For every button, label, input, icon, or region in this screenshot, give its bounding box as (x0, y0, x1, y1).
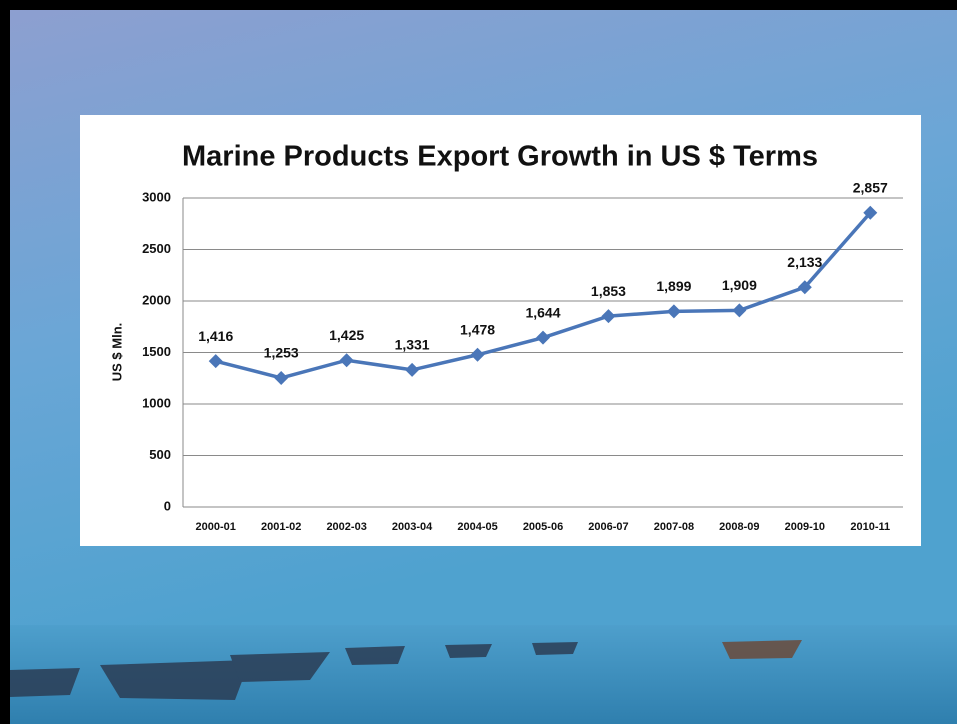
point (208, 354, 223, 369)
x-tick-label: 2000-01 (196, 521, 236, 533)
y-tick-label: 0 (164, 498, 171, 513)
x-tick-label: 2003-04 (392, 521, 433, 533)
x-tick-label: 2004-05 (457, 521, 497, 533)
data-label: 1,478 (460, 321, 495, 337)
point (470, 347, 485, 362)
x-tick-label: 2002-03 (326, 521, 366, 533)
y-tick-label: 500 (149, 447, 171, 462)
point (732, 303, 747, 318)
chart-title: Marine Products Export Growth in US $ Te… (182, 141, 818, 173)
point (601, 309, 616, 324)
data-label: 1,331 (395, 337, 430, 353)
point (405, 362, 420, 377)
data-label: 1,853 (591, 283, 626, 299)
x-tick-label: 2006-07 (588, 521, 628, 533)
data-label: 1,416 (198, 328, 233, 344)
data-label: 1,425 (329, 327, 364, 343)
point (274, 370, 289, 385)
point (339, 353, 354, 368)
y-tick-label: 2000 (142, 292, 171, 307)
data-label: 1,644 (525, 304, 560, 320)
point (536, 330, 550, 345)
boats (10, 640, 802, 700)
data-label: 1,899 (656, 278, 691, 294)
x-tick-label: 2009-10 (785, 521, 825, 533)
y-tick-label: 3000 (142, 189, 171, 204)
point (863, 205, 878, 220)
chart-area (80, 115, 921, 546)
data-label: 1,909 (722, 277, 757, 293)
point (666, 304, 681, 319)
y-tick-label: 1500 (142, 344, 171, 359)
x-tick-label: 2010-11 (850, 521, 890, 533)
point (797, 280, 812, 295)
data-label: 2,133 (787, 254, 822, 270)
y-tick-label: 2500 (142, 241, 171, 256)
x-tick-label: 2008-09 (719, 521, 759, 533)
data-label: 2,857 (853, 179, 888, 195)
data-label: 1,253 (264, 345, 299, 361)
x-tick-label: 2007-08 (654, 521, 694, 533)
y-axis-label: US $ Mln. (109, 323, 124, 382)
y-tick-label: 1000 (142, 395, 171, 410)
x-tick-label: 2001-02 (261, 521, 301, 533)
x-tick-label: 2005-06 (523, 521, 563, 533)
